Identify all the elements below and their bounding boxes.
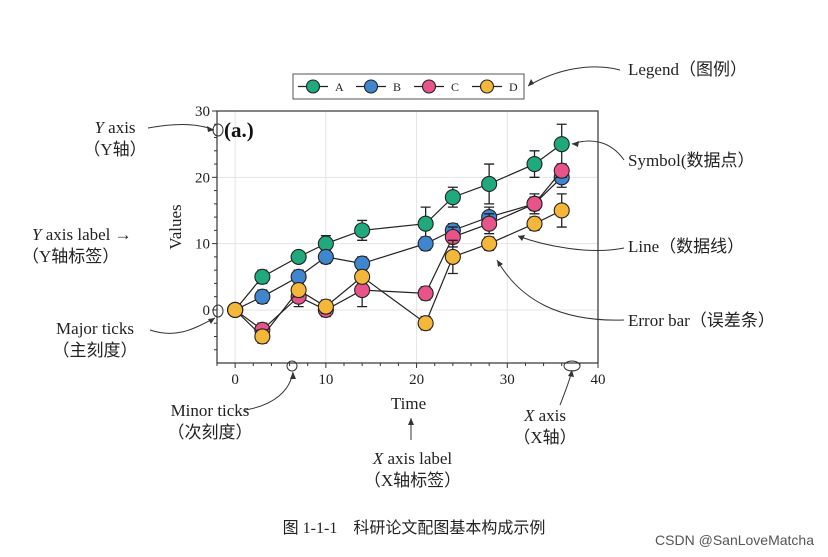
series-line-B xyxy=(234,176,563,311)
y-axis-cn: （Y轴） xyxy=(83,140,147,159)
x-axis-annotation: X axis （X轴） xyxy=(500,405,590,449)
legend-arrow xyxy=(527,66,621,87)
x-axis-cn: （X轴） xyxy=(513,428,577,447)
data-point xyxy=(553,202,570,219)
watermark: CSDN @SanLoveMatcha xyxy=(655,532,814,548)
data-point xyxy=(417,285,434,302)
y-tick-label: 10 xyxy=(195,237,210,253)
y-axis-en-italic: Y xyxy=(94,118,104,137)
y-axis-en: axis xyxy=(103,118,136,137)
data-point xyxy=(444,189,461,206)
series-A xyxy=(227,123,570,318)
data-point xyxy=(481,215,498,232)
data-point xyxy=(317,248,334,265)
y-axis-label: Values xyxy=(166,204,185,249)
series-C xyxy=(227,162,570,338)
series-line-A xyxy=(234,143,563,311)
y-tick-label: 0 xyxy=(203,303,211,319)
legend-annotation: Legend（图例） xyxy=(628,60,747,79)
data-point xyxy=(317,298,334,315)
y-label-en-italic: Y xyxy=(32,225,42,244)
y-tick-label: 20 xyxy=(195,170,210,186)
plot-frame xyxy=(216,110,599,364)
data-point xyxy=(227,301,244,318)
data-point xyxy=(254,288,271,305)
data-point xyxy=(417,315,434,332)
x-tick-label: 0 xyxy=(231,372,239,388)
panel-label: (a.) xyxy=(224,118,254,142)
x-axis-en: axis xyxy=(534,406,567,425)
data-point xyxy=(553,162,570,179)
series-line-D xyxy=(234,209,562,338)
legend-marker-D xyxy=(479,79,495,94)
x-label-en-italic: X xyxy=(372,449,384,468)
y-label-cn: （Y轴标签） xyxy=(22,247,120,266)
series-line-C xyxy=(234,170,563,331)
data-point xyxy=(526,156,543,173)
arrowheads xyxy=(207,79,579,425)
series-B xyxy=(227,166,570,318)
major-ticks-annotation: Major ticks （主刻度） xyxy=(40,318,150,362)
x-tick-label: 10 xyxy=(318,372,333,388)
legend-label-D: D xyxy=(509,80,518,94)
data-point xyxy=(354,222,371,239)
data-point xyxy=(526,215,543,232)
error-bar-arrow xyxy=(496,259,625,321)
minor-ticks-cn: （次刻度） xyxy=(167,423,253,442)
y-label-en: axis label → xyxy=(41,225,132,244)
data-point xyxy=(290,282,307,299)
data-point xyxy=(444,248,461,265)
y-tick-label: 30 xyxy=(195,104,210,120)
data-point xyxy=(481,235,498,252)
error-bar-annotation: Error bar（误差条） xyxy=(628,311,775,330)
data-point xyxy=(526,195,543,212)
y-axis-annotation: Y axis （Y轴） xyxy=(70,117,160,161)
data-point xyxy=(417,235,434,252)
x-label-cn: （X轴标签） xyxy=(363,471,462,490)
legend-marker-C xyxy=(421,79,437,94)
x-axis-en-italic: X xyxy=(523,406,535,425)
major-ticks-arrow xyxy=(149,317,216,334)
data-point xyxy=(290,248,307,265)
figure-caption: 图 1-1-1 科研论文配图基本构成示例 xyxy=(282,520,546,537)
data-point xyxy=(354,268,371,285)
data-point xyxy=(417,215,434,232)
x-tick-label: 30 xyxy=(500,372,515,388)
minor-ticks-annotation: Minor ticks （次刻度） xyxy=(155,400,265,444)
x-label-annotation: X axis label （X轴标签） xyxy=(355,448,470,492)
data-point xyxy=(254,268,271,285)
major-ticks-cn: （主刻度） xyxy=(52,341,138,360)
x-axis-label: Time xyxy=(391,394,426,413)
data-point xyxy=(254,328,271,345)
major-ticks-en: Major ticks xyxy=(56,319,134,338)
symbol-annotation: Symbol(数据点） xyxy=(628,151,755,170)
series-D xyxy=(227,193,570,345)
line-annotation: Line（数据线） xyxy=(628,237,745,256)
data-point xyxy=(481,175,498,192)
y-label-annotation: Y axis label → （Y轴标签） xyxy=(22,224,132,268)
legend-label-A: A xyxy=(335,80,344,94)
legend-marker-B xyxy=(363,79,379,94)
minor-ticks-en: Minor ticks xyxy=(170,401,250,420)
x-label-en: axis label xyxy=(383,449,453,468)
line-arrow xyxy=(517,235,625,251)
legend-label-C: C xyxy=(451,80,459,94)
annotation-arrows xyxy=(147,66,625,440)
legend-label-B: B xyxy=(393,80,401,94)
legend-marker-A xyxy=(305,79,321,94)
data-point xyxy=(553,136,570,153)
x-tick-label: 40 xyxy=(591,372,606,388)
x-tick-label: 20 xyxy=(409,372,424,388)
